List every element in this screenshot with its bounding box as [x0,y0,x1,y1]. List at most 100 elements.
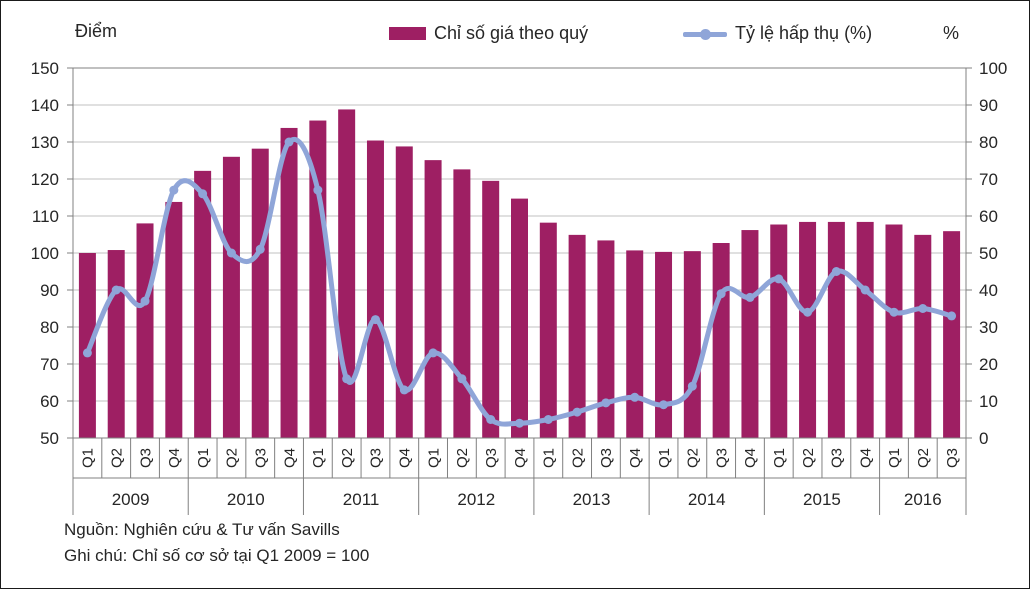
quarter-label: Q2 [915,448,932,468]
absorption-marker [803,307,813,317]
base-index-note: Ghi chú: Chỉ số cơ sở tại Q1 2009 = 100 [64,546,370,565]
absorption-marker [918,304,928,313]
left-axis-tick-label: 70 [40,355,59,374]
quarter-label: Q1 [310,448,327,468]
price-index-bar [539,222,557,438]
absorption-marker [687,381,697,391]
right-axis-tick-label: 80 [979,133,998,152]
quarter-label: Q3 [252,448,269,468]
quarter-label: Q2 [800,448,817,468]
absorption-marker [82,348,92,358]
price-index-bar [712,243,730,438]
absorption-marker [889,307,899,317]
price-index-bar [395,146,413,438]
quarter-label: Q4 [512,448,529,468]
absorption-marker [860,285,870,295]
left-axis-tick-label: 60 [40,392,59,411]
right-axis-tick-label: 10 [979,392,998,411]
absorption-marker [111,285,121,295]
right-axis-tick-label: 0 [979,429,988,448]
quarter-label: Q4 [281,448,298,468]
right-axis-tick-label: 70 [979,170,998,189]
year-label: 2016 [904,490,942,509]
price-index-bar [914,234,932,438]
price-index-bar [366,140,384,438]
left-axis-tick-label: 100 [31,244,59,263]
absorption-marker [428,348,438,358]
price-index-bar [856,221,874,438]
absorption-marker [601,398,611,408]
price-index-bar [280,127,298,438]
quarter-label: Q4 [397,448,414,468]
absorption-marker [572,407,582,417]
price-index-bar [943,231,961,438]
quarter-label: Q3 [829,448,846,468]
absorption-marker [774,274,784,284]
quarter-label: Q1 [886,448,903,468]
left-axis-tick-label: 140 [31,96,59,115]
price-index-bar [194,170,212,439]
absorption-marker [399,385,409,395]
quarter-label: Q3 [137,448,154,468]
year-label: 2009 [112,490,150,509]
year-label: 2015 [803,490,841,509]
quarter-label: Q2 [454,448,471,468]
year-label: 2013 [573,490,611,509]
absorption-marker [716,289,726,299]
quarter-label: Q1 [541,448,558,468]
absorption-marker [313,185,323,195]
price-index-bar [78,253,96,438]
absorption-marker [515,418,524,428]
absorption-marker [255,244,265,254]
quarter-label: Q4 [742,448,759,468]
year-label: 2011 [343,490,380,509]
price-index-bar [453,169,471,438]
absorption-marker [140,296,150,306]
left-axis-tick-label: 130 [31,133,59,152]
right-axis-tick-label: 90 [979,96,998,115]
absorption-marker [370,315,380,325]
quarter-label: Q3 [483,448,500,468]
absorption-marker [342,374,352,384]
left-axis-tick-label: 120 [31,170,59,189]
quarter-label: Q3 [368,448,385,468]
year-label: 2012 [457,490,495,509]
absorption-marker [198,189,208,199]
absorption-marker [457,374,467,384]
footnotes: Nguồn: Nghiên cứu & Tư vấn Savills Ghi c… [64,517,369,569]
plot-border [72,67,967,439]
quarter-label: Q1 [80,448,97,468]
price-index-bar [827,221,845,438]
right-axis-tick-label: 30 [979,318,998,337]
price-index-bar [655,251,673,438]
price-index-bar [626,250,644,438]
quarter-label: Q2 [569,448,586,468]
left-axis-tick-label: 50 [40,429,59,448]
quarter-label: Q1 [195,448,212,468]
left-axis-title: Điểm [75,21,118,41]
left-axis-tick-label: 110 [32,207,59,226]
price-index-bar [107,250,125,438]
price-index-bar [251,148,269,438]
absorption-marker [543,415,553,424]
absorption-marker [284,137,294,147]
absorption-marker [169,185,179,195]
quarter-label: Q4 [627,448,644,468]
year-label: 2010 [227,490,265,509]
right-axis-tick-label: 20 [979,355,998,374]
price-index-bar [568,234,586,438]
quarter-label: Q1 [771,448,788,468]
price-index-bar [165,201,183,438]
price-index-bar [136,223,154,438]
left-axis-tick-label: 90 [40,281,59,300]
price-index-bar [424,160,442,438]
left-axis-tick-label: 80 [40,318,59,337]
price-index-bar [885,224,903,438]
quarter-label: Q3 [598,448,615,468]
price-index-bar [799,221,817,438]
price-index-bar [683,251,701,438]
price-index-bar [482,180,500,438]
absorption-marker [831,267,841,276]
quarter-label: Q1 [656,448,673,468]
